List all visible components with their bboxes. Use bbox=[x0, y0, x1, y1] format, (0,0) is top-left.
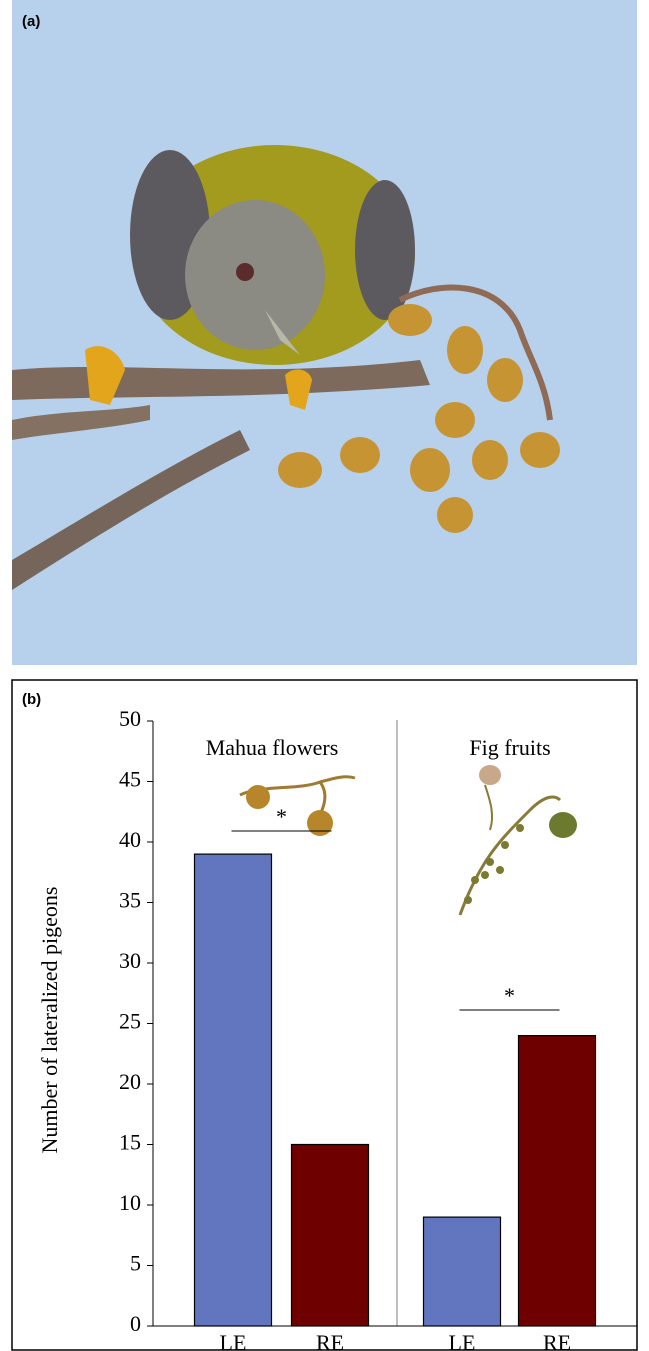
y-tick-label: 15 bbox=[119, 1130, 141, 1155]
y-axis-label: Number of lateralized pigeons bbox=[37, 887, 62, 1154]
panel-label: (a) bbox=[22, 13, 40, 30]
x-tick-label: LE bbox=[220, 1330, 247, 1351]
y-tick-label: 40 bbox=[119, 827, 141, 852]
bar bbox=[292, 1145, 369, 1327]
bar bbox=[424, 1217, 501, 1326]
bar bbox=[519, 1036, 596, 1326]
y-tick-label: 0 bbox=[130, 1311, 141, 1336]
x-tick-label: LE bbox=[449, 1330, 476, 1351]
y-tick-label: 5 bbox=[130, 1251, 141, 1276]
photo: (a) bbox=[12, 0, 637, 665]
y-tick-label: 30 bbox=[119, 948, 141, 973]
y-tick-label: 35 bbox=[119, 888, 141, 913]
y-tick-label: 10 bbox=[119, 1190, 141, 1215]
significance-mark: * bbox=[276, 804, 287, 829]
x-tick-label: RE bbox=[316, 1330, 344, 1351]
significance-mark: * bbox=[504, 983, 515, 1008]
figure: (a) (b) Number of lateralized pigeons 0 5… bbox=[0, 0, 649, 1351]
bar bbox=[195, 854, 272, 1326]
y-tick-label: 45 bbox=[119, 767, 141, 792]
group-title: Fig fruits bbox=[469, 735, 550, 760]
y-tick-label: 20 bbox=[119, 1069, 141, 1094]
x-tick-label: RE bbox=[543, 1330, 571, 1351]
y-tick-label: 50 bbox=[119, 706, 141, 731]
y-tick-label: 25 bbox=[119, 1009, 141, 1034]
panel-label: (b) bbox=[22, 691, 41, 708]
group-title: Mahua flowers bbox=[206, 735, 339, 760]
